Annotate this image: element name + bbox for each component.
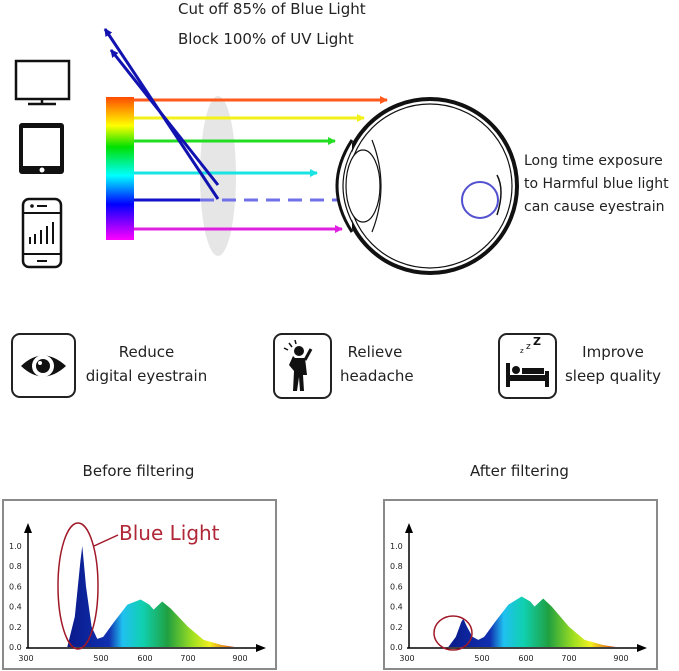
x-tick-label: 500 [474,654,489,663]
light-path-diagram [14,28,519,275]
x-tick-label: 700 [180,654,195,663]
spectrum-chart-after: 0.0 0.2 0.4 0.6 0.8 1.0 300 500 600 700 900 [390,523,647,663]
spectrum-chart-before: 0.0 0.2 0.4 0.6 0.8 1.0 300 500 600 700 900 Blue Li… [9,521,266,663]
y-tick-label: 0.0 [9,643,22,652]
x-tick-label: 600 [518,654,533,663]
x-tick-label: 300 [399,654,414,663]
x-tick-label: 500 [93,654,108,663]
eye-icon [21,355,66,377]
svg-text:Z: Z [533,335,541,348]
blue-light-claim: Cut off 85% of Blue Light [178,0,366,18]
retina-highlight [461,181,499,219]
y-tick-label: 0.0 [390,643,403,652]
benefit-headache: Relieve headache [340,343,414,385]
blue-light-highlight [433,615,473,651]
monitor-icon [14,59,71,106]
chart-title-after: After filtering [470,462,569,480]
headache-icon-box [273,333,332,399]
y-tick-label: 0.2 [390,623,403,632]
eye-icon-box [11,333,76,398]
blue-light-highlight [57,522,99,650]
y-axis-arrow [24,523,32,533]
chart-title-before: Before filtering [82,462,195,480]
y-tick-label: 1.0 [390,542,403,551]
y-tick-label: 0.6 [9,582,22,591]
y-tick-label: 0.6 [390,582,403,591]
x-axis-arrow [256,644,266,652]
tablet-icon [19,123,64,174]
annotation-leader [93,534,119,547]
x-tick-label: 900 [613,654,628,663]
svg-text:z: z [526,342,531,352]
x-tick-label: 900 [232,654,247,663]
y-tick-label: 0.2 [9,623,22,632]
spectrum-area [67,546,235,647]
y-tick-label: 0.8 [390,562,403,571]
y-tick-label: 0.4 [9,603,22,612]
headache-icon [283,339,313,391]
phone-icon [21,197,63,269]
y-tick-label: 0.4 [390,603,403,612]
benefit-sleep: Improve sleep quality [564,343,662,385]
spectrum-area [448,596,616,647]
x-tick-label: 700 [561,654,576,663]
uv-light-claim: Block 100% of UV Light [178,30,354,48]
x-axis-arrow [637,644,647,652]
x-tick-label: 600 [137,654,152,663]
lens [200,96,236,256]
y-axis-arrow [405,523,413,533]
y-tick-label: 1.0 [9,542,22,551]
eye-illustration [335,97,519,275]
spectrum-bar [106,97,134,240]
svg-text:z: z [520,347,524,355]
benefit-eyestrain: Reduce digital eyestrain [85,343,208,385]
x-tick-label: 300 [18,654,33,663]
blue-light-label: Blue Light [119,521,220,545]
y-tick-label: 0.8 [9,562,22,571]
eyestrain-warning: Long time exposure to Harmful blue light c… [524,153,669,215]
